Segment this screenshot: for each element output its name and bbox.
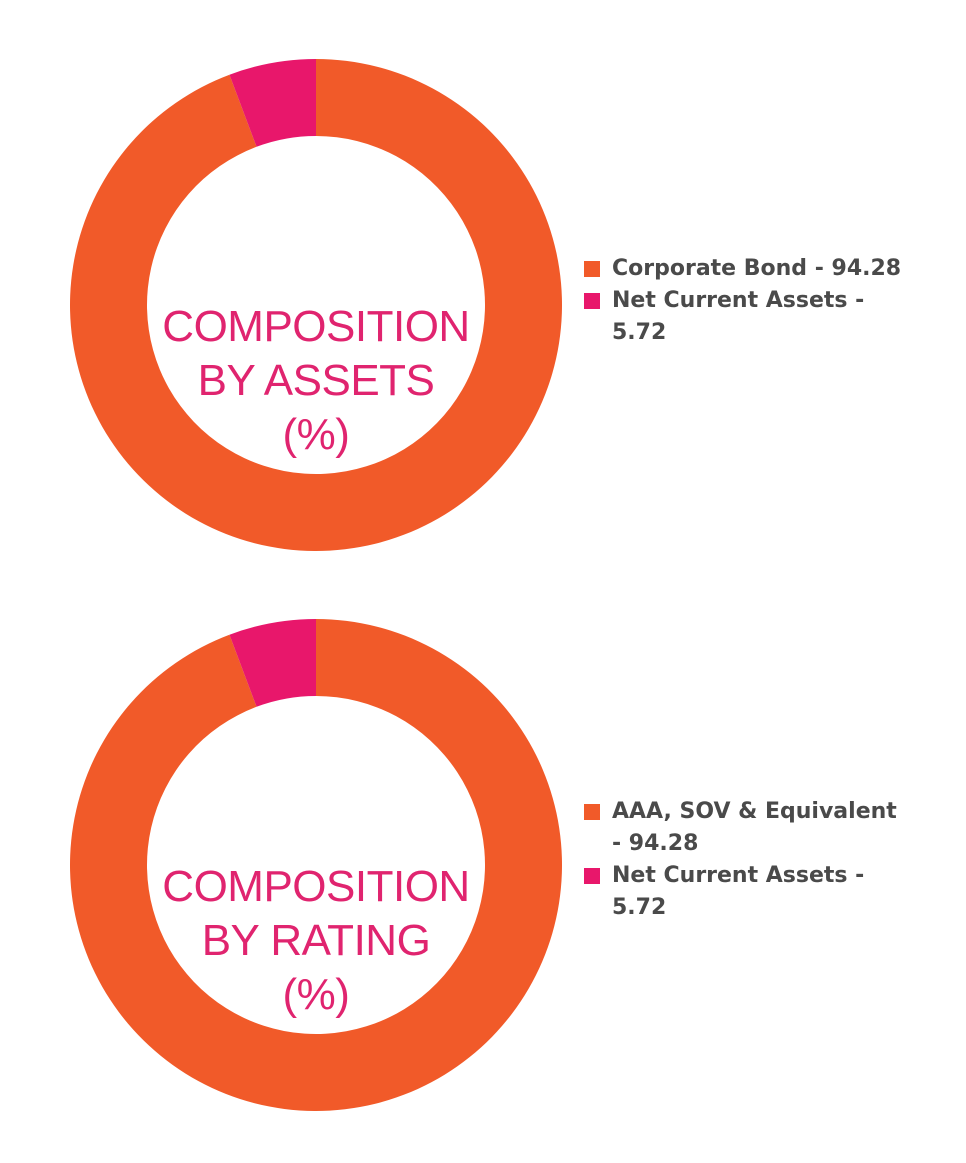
- legend-item-net-current-assets: Net Current Assets - 5.72: [584, 285, 914, 349]
- chart-composition-by-assets: COMPOSITION BY ASSETS (%) Corporate Bond…: [0, 0, 966, 560]
- center-label-line-2: BY RATING: [201, 916, 431, 965]
- donut-slice-net-current-assets: [229, 59, 316, 147]
- legend-item-corporate-bond: Corporate Bond - 94.28: [584, 253, 914, 285]
- legend-label-net-current-assets: Net Current Assets - 5.72: [612, 863, 865, 920]
- legend-label-net-current-assets: Net Current Assets - 5.72: [612, 288, 865, 345]
- legend-swatch-corporate-bond: [584, 261, 600, 277]
- center-label-rating: COMPOSITION BY RATING (%): [136, 860, 496, 1022]
- legend-rating: AAA, SOV & Equivalent - 94.28 Net Curren…: [584, 796, 902, 924]
- donut-chart-assets: [69, 59, 562, 551]
- center-label-line-3: (%): [282, 970, 350, 1019]
- donut-slice-net-current-assets: [229, 619, 316, 707]
- legend-swatch-net-current-assets: [584, 293, 600, 309]
- legend-item-net-current-assets: Net Current Assets - 5.72: [584, 860, 902, 924]
- donut-slice-corporate-bond: [69, 59, 562, 551]
- center-label-assets: COMPOSITION BY ASSETS (%): [136, 300, 496, 462]
- center-label-line-1: COMPOSITION: [162, 862, 470, 911]
- center-label-line-1: COMPOSITION: [162, 302, 470, 351]
- legend-assets: Corporate Bond - 94.28 Net Current Asset…: [584, 253, 914, 349]
- chart-composition-by-rating: COMPOSITION BY RATING (%) AAA, SOV & Equ…: [0, 560, 966, 1120]
- legend-item-aaa-sov-equivalent: AAA, SOV & Equivalent - 94.28: [584, 796, 902, 860]
- legend-label-aaa-sov-equivalent: AAA, SOV & Equivalent - 94.28: [612, 799, 897, 856]
- donut-chart-rating: [69, 619, 562, 1111]
- legend-label-corporate-bond: Corporate Bond - 94.28: [612, 256, 902, 281]
- center-label-line-3: (%): [282, 410, 350, 459]
- legend-swatch-net-current-assets: [584, 868, 600, 884]
- legend-swatch-aaa-sov-equivalent: [584, 804, 600, 820]
- donut-slice-aaa-sov-equivalent: [69, 619, 562, 1111]
- center-label-line-2: BY ASSETS: [197, 356, 435, 405]
